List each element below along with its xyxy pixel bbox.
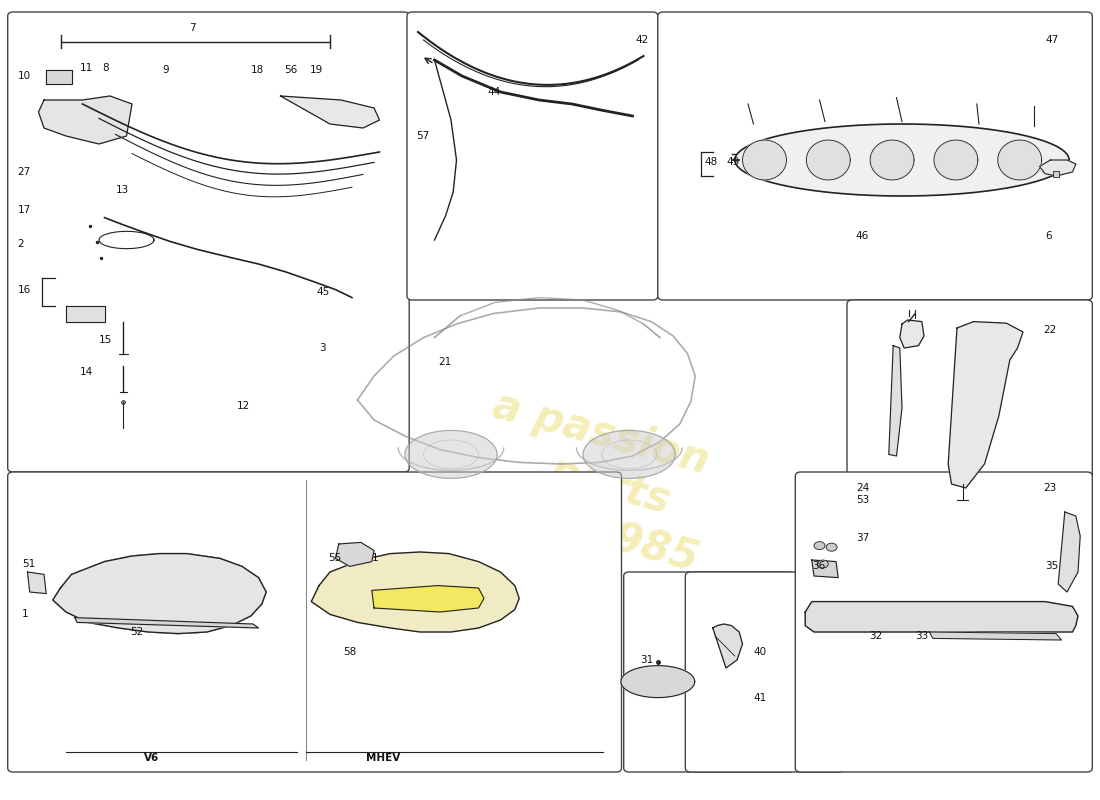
Text: a passion
   parts
since 1985: a passion parts since 1985 bbox=[449, 380, 728, 580]
Text: 9: 9 bbox=[163, 66, 169, 75]
Text: 35: 35 bbox=[1045, 562, 1058, 571]
FancyBboxPatch shape bbox=[407, 12, 658, 300]
Polygon shape bbox=[53, 554, 266, 634]
Polygon shape bbox=[713, 624, 743, 668]
Polygon shape bbox=[372, 586, 484, 612]
Polygon shape bbox=[900, 320, 924, 348]
Polygon shape bbox=[870, 140, 914, 180]
Text: 36: 36 bbox=[812, 562, 825, 571]
Polygon shape bbox=[930, 632, 1062, 640]
Polygon shape bbox=[1058, 512, 1080, 592]
Text: 42: 42 bbox=[636, 35, 649, 45]
FancyBboxPatch shape bbox=[8, 12, 409, 472]
Circle shape bbox=[814, 542, 825, 550]
Polygon shape bbox=[812, 560, 838, 578]
Text: 6: 6 bbox=[1045, 231, 1052, 241]
Text: 41: 41 bbox=[754, 693, 767, 702]
Text: 12: 12 bbox=[236, 402, 250, 411]
Polygon shape bbox=[28, 572, 46, 594]
FancyBboxPatch shape bbox=[795, 472, 1092, 772]
Text: 8: 8 bbox=[102, 63, 109, 73]
Polygon shape bbox=[998, 140, 1042, 180]
Text: 21: 21 bbox=[438, 357, 451, 366]
Text: 32: 32 bbox=[869, 631, 882, 641]
Polygon shape bbox=[805, 602, 1078, 632]
Text: 13: 13 bbox=[116, 186, 129, 195]
Text: 3: 3 bbox=[319, 343, 326, 353]
Text: 56: 56 bbox=[284, 66, 297, 75]
Polygon shape bbox=[583, 430, 675, 478]
Text: 18: 18 bbox=[251, 66, 264, 75]
Text: 2: 2 bbox=[18, 239, 24, 249]
Text: 23: 23 bbox=[1043, 483, 1056, 493]
Polygon shape bbox=[735, 124, 1069, 196]
Text: 45: 45 bbox=[317, 287, 330, 297]
Polygon shape bbox=[66, 306, 104, 322]
FancyBboxPatch shape bbox=[847, 300, 1092, 708]
Polygon shape bbox=[39, 96, 132, 144]
Text: 15: 15 bbox=[99, 335, 112, 345]
Text: 22: 22 bbox=[1043, 325, 1056, 334]
Text: 17: 17 bbox=[18, 205, 31, 214]
Polygon shape bbox=[53, 554, 266, 634]
Circle shape bbox=[817, 560, 828, 568]
Polygon shape bbox=[806, 140, 850, 180]
Text: 52: 52 bbox=[130, 627, 143, 637]
Text: 51: 51 bbox=[22, 559, 35, 569]
Text: 11: 11 bbox=[80, 63, 94, 73]
Text: 27: 27 bbox=[18, 167, 31, 177]
Text: 58: 58 bbox=[343, 647, 356, 657]
Polygon shape bbox=[934, 140, 978, 180]
Text: 24: 24 bbox=[856, 483, 869, 493]
Text: 1: 1 bbox=[22, 610, 29, 619]
Text: 16: 16 bbox=[18, 285, 31, 294]
Text: 31: 31 bbox=[640, 655, 653, 665]
Text: 40: 40 bbox=[754, 647, 767, 657]
Polygon shape bbox=[336, 542, 374, 566]
Text: 49: 49 bbox=[726, 157, 739, 166]
Polygon shape bbox=[280, 96, 380, 128]
Text: 53: 53 bbox=[856, 495, 869, 505]
Text: 10: 10 bbox=[18, 71, 31, 81]
Text: 1: 1 bbox=[372, 554, 378, 563]
Text: 14: 14 bbox=[80, 367, 94, 377]
Polygon shape bbox=[311, 552, 519, 632]
Text: 46: 46 bbox=[856, 231, 869, 241]
FancyBboxPatch shape bbox=[658, 12, 1092, 300]
Text: 57: 57 bbox=[416, 131, 429, 141]
Polygon shape bbox=[1040, 160, 1076, 176]
Text: 47: 47 bbox=[1045, 35, 1058, 45]
Polygon shape bbox=[948, 322, 1023, 488]
FancyBboxPatch shape bbox=[685, 572, 845, 772]
Text: 37: 37 bbox=[856, 533, 869, 542]
FancyBboxPatch shape bbox=[624, 572, 794, 772]
Polygon shape bbox=[75, 618, 258, 628]
Text: 48: 48 bbox=[704, 157, 717, 166]
Text: 55: 55 bbox=[328, 554, 341, 563]
FancyBboxPatch shape bbox=[8, 472, 622, 772]
Polygon shape bbox=[405, 430, 497, 478]
Text: 44: 44 bbox=[487, 87, 500, 97]
Text: 33: 33 bbox=[915, 631, 928, 641]
Text: MHEV: MHEV bbox=[365, 754, 400, 763]
Text: V6: V6 bbox=[144, 754, 159, 763]
Polygon shape bbox=[889, 346, 902, 456]
Text: 19: 19 bbox=[310, 66, 323, 75]
Polygon shape bbox=[46, 70, 72, 84]
Polygon shape bbox=[621, 666, 695, 698]
Text: 7: 7 bbox=[189, 23, 196, 33]
Circle shape bbox=[826, 543, 837, 551]
Polygon shape bbox=[742, 140, 786, 180]
